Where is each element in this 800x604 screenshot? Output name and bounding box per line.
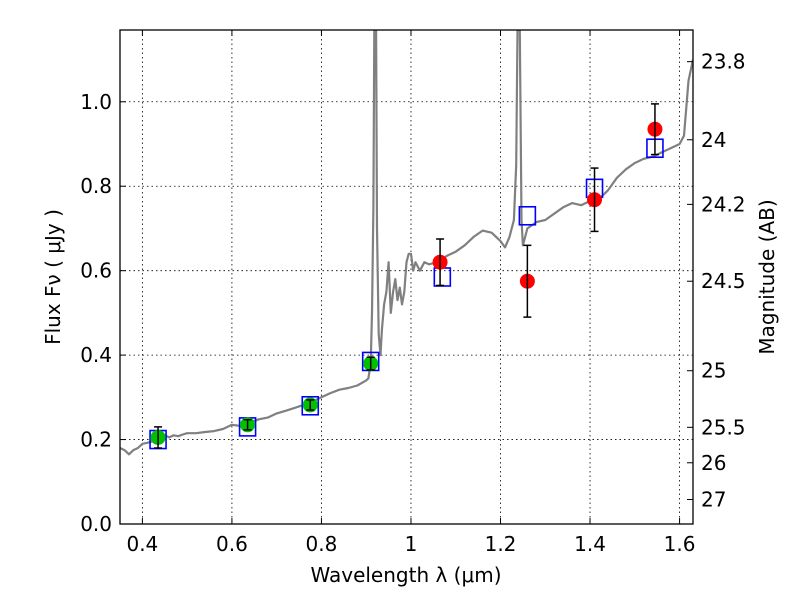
x-axis-title: Wavelength λ (μm) [310, 563, 501, 587]
grid-layer [120, 30, 693, 524]
right-tick-label: 25.5 [701, 415, 746, 439]
x-tick-label: 1.4 [574, 532, 606, 556]
y-axis-title: Flux Fν ( μJy ) [41, 209, 65, 345]
y-tick-label: 0.0 [80, 512, 112, 536]
right-tick-label: 25 [701, 359, 726, 383]
y-tick-label: 1.0 [80, 90, 112, 114]
x-tick-label: 0.8 [306, 532, 338, 556]
right-tick-label: 24.2 [701, 192, 746, 216]
model-photometry-square [518, 205, 537, 226]
y-tick-label: 0.6 [80, 259, 112, 283]
y-tick-label: 0.8 [80, 174, 112, 198]
y-tick-label: 0.2 [80, 428, 112, 452]
y-tick-label: 0.4 [80, 343, 112, 367]
right-tick-label: 24.5 [701, 269, 746, 293]
x-tick-label: 1.6 [664, 532, 696, 556]
right-tick-label: 26 [701, 451, 726, 475]
right-tick-label: 23.8 [701, 50, 746, 74]
right-tick-label: 24 [701, 128, 726, 152]
right-axis-title: Magnitude (AB) [755, 199, 779, 354]
ticks-layer: 0.4 0.6 0.8 1 1.2 1.4 1.6 0.0 0.2 0.4 0.6 0.8 1.0 23.… [80, 30, 746, 556]
model-photometry-square [433, 267, 452, 287]
series-layer [120, 30, 693, 456]
x-tick-label: 0.6 [216, 532, 248, 556]
x-tick-label: 1.2 [485, 532, 517, 556]
right-tick-label: 27 [701, 488, 726, 512]
plot-frame [119, 29, 694, 525]
model-spectrum-line [120, 30, 693, 456]
model-photometry-square [301, 395, 320, 416]
x-tick-label: 1 [405, 532, 418, 556]
x-tick-label: 0.4 [126, 532, 158, 556]
